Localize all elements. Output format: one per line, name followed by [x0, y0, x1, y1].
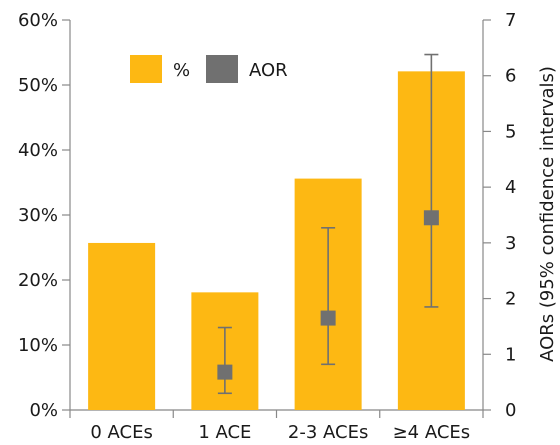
legend-swatch-aor — [206, 55, 238, 83]
aor-markers-group — [217, 210, 439, 380]
left-axis-tick-label: 0% — [29, 400, 58, 421]
x-axis-tick-label: 1 ACE — [198, 422, 251, 443]
right-axis-tick-label: 2 — [505, 289, 516, 310]
aor-marker — [423, 210, 439, 226]
right-axis-title: AORs (95% confidence intervals) — [537, 66, 558, 362]
right-axis-tick-label: 4 — [505, 177, 516, 198]
aor-marker — [217, 364, 233, 380]
right-axis-tick-label: 6 — [505, 66, 516, 87]
left-axis-tick-label: 30% — [18, 205, 58, 226]
right-axis-tick-label: 0 — [505, 400, 516, 421]
left-axis-tick-label: 20% — [18, 270, 58, 291]
bar-percent — [88, 242, 156, 410]
legend: % AOR — [130, 55, 288, 83]
right-axis-tick-label: 1 — [505, 344, 516, 365]
left-axis-tick-label: 60% — [18, 10, 58, 31]
left-axis-tick-label: 10% — [18, 335, 58, 356]
left-axis-tick-label: 40% — [18, 140, 58, 161]
legend-swatch-percent — [130, 55, 162, 83]
left-axis-tick-label: 50% — [18, 75, 58, 96]
legend-label-percent: % — [173, 60, 190, 81]
right-axis-tick-label: 5 — [505, 121, 516, 142]
legend-label-aor: AOR — [249, 60, 288, 81]
bars-group — [88, 71, 465, 410]
aor-marker — [320, 310, 336, 326]
right-axis-tick-label: 7 — [505, 10, 516, 31]
axes-group: 0% 10% 20% 30% 40% 50% 60% 0 1 2 3 4 5 6 7 0 ACEs 1 ACE 2… — [18, 10, 516, 443]
right-axis-tick-label: 3 — [505, 233, 516, 254]
error-bars-group — [217, 53, 439, 395]
x-axis-tick-label: 2-3 ACEs — [288, 422, 368, 443]
x-axis-tick-label: 0 ACEs — [90, 422, 153, 443]
x-axis-tick-label: ≥4 ACEs — [393, 422, 471, 443]
